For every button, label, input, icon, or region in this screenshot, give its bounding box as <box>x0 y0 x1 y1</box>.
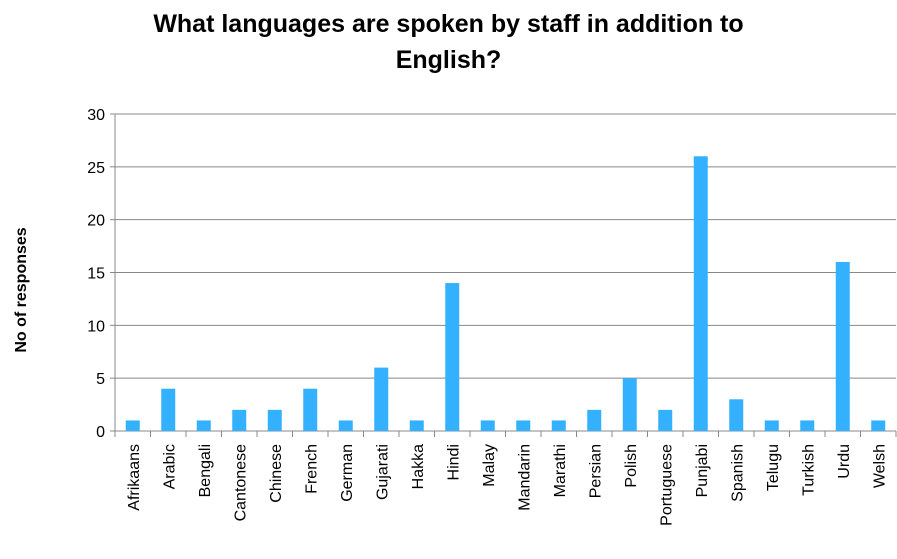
bar-cantonese <box>232 409 247 431</box>
x-tick-label: Hakka <box>410 444 427 489</box>
bar-german <box>338 420 353 431</box>
x-tick-label: Chinese <box>268 444 285 503</box>
axes <box>114 114 897 437</box>
bar-arabic <box>161 388 176 431</box>
bar-gujarati <box>374 367 389 431</box>
x-tick-label: Mandarin <box>516 444 533 511</box>
bar-urdu <box>835 261 850 431</box>
y-tick-label: 15 <box>87 266 105 283</box>
bar-spanish <box>729 399 744 431</box>
bar-bengali <box>196 420 211 431</box>
x-tick-label: Welsh <box>871 444 888 488</box>
bar-punjabi <box>693 156 708 431</box>
chart-title-line-1: What languages are spoken by staff in ad… <box>153 10 744 38</box>
bar-portuguese <box>658 409 673 431</box>
bar-mandarin <box>516 420 531 431</box>
bar-malay <box>480 420 495 431</box>
x-tick-label: Punjabi <box>694 444 711 497</box>
bar-welsh <box>871 420 886 431</box>
y-tick-label: 30 <box>87 107 105 124</box>
x-tick-label: Gujarati <box>374 444 391 500</box>
x-tick-label: Cantonese <box>232 444 249 521</box>
y-tick-label: 20 <box>87 213 105 230</box>
x-tick-label: Marathi <box>552 444 569 497</box>
bar-french <box>303 388 318 431</box>
chart-title-line-2: English? <box>395 46 502 74</box>
x-tick-label: Malay <box>481 444 498 487</box>
bar-polish <box>622 378 637 431</box>
bar-turkish <box>800 420 815 431</box>
bar-hindi <box>445 283 460 431</box>
y-tick-label: 0 <box>96 424 105 441</box>
chart-title: What languages are spoken by staff in ad… <box>0 6 897 78</box>
y-axis-label: No of responses <box>13 227 30 352</box>
x-axis-labels: Afrikaans Arabic Bengali Cantonese Chinese Fr… <box>126 444 889 526</box>
x-tick-label: German <box>339 444 356 502</box>
x-tick-label: Urdu <box>836 444 853 479</box>
x-tick-label: Afrikaans <box>126 444 143 511</box>
bar-telugu <box>764 420 779 431</box>
bars <box>125 156 886 431</box>
x-tick-label: Spanish <box>729 444 746 502</box>
gridlines <box>115 113 896 379</box>
x-tick-label: Hindi <box>445 444 462 480</box>
bar-chinese <box>267 409 282 431</box>
x-tick-label: Bengali <box>197 444 214 497</box>
bar-marathi <box>551 420 566 431</box>
x-tick-label: Portuguese <box>658 444 675 526</box>
y-tick-label: 10 <box>87 318 105 335</box>
bar-hakka <box>409 420 424 431</box>
y-axis-ticks: 0 5 10 15 20 25 30 <box>87 107 115 441</box>
x-tick-label: Telugu <box>765 444 782 491</box>
bar-persian <box>587 409 602 431</box>
y-tick-label: 5 <box>96 371 105 388</box>
x-tick-label: Arabic <box>161 444 178 489</box>
x-tick-label: Turkish <box>800 444 817 496</box>
x-tick-label: Polish <box>623 444 640 488</box>
x-tick-label: French <box>303 444 320 494</box>
y-tick-label: 25 <box>87 160 105 177</box>
bar-afrikaans <box>125 420 140 431</box>
x-tick-label: Persian <box>587 444 604 498</box>
